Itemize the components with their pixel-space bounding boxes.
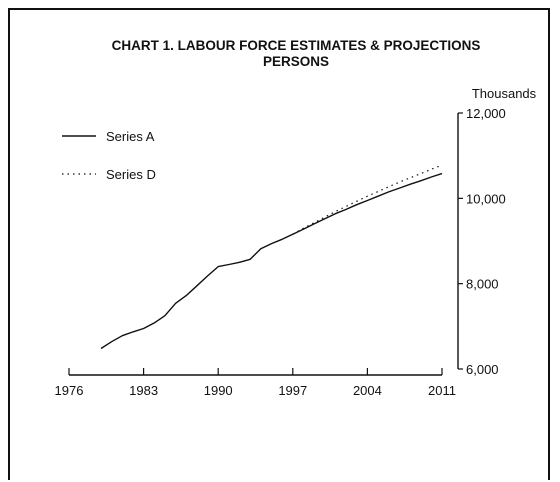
y-tick-label: 8,000 bbox=[466, 277, 499, 292]
chart-subtitle: PERSONS bbox=[263, 54, 329, 69]
x-tick-label: 2004 bbox=[353, 383, 382, 398]
axes: 1976 1983 1990 1997 2004 2011 6,000 8,000 10,000… bbox=[55, 106, 506, 398]
legend: Series A Series D bbox=[62, 129, 156, 182]
y-tick-label: 6,000 bbox=[466, 362, 499, 377]
legend-label-series-a: Series A bbox=[106, 129, 155, 144]
legend-label-series-d: Series D bbox=[106, 167, 156, 182]
series-layer bbox=[100, 164, 443, 350]
x-tick-label: 1983 bbox=[129, 383, 158, 398]
x-tick-label: 1976 bbox=[55, 383, 84, 398]
x-tick-label: 1997 bbox=[278, 383, 307, 398]
x-tick-label: 1990 bbox=[204, 383, 233, 398]
y-axis-label: Thousands bbox=[472, 86, 537, 101]
x-tick-label: 2011 bbox=[428, 383, 456, 398]
chart-title: CHART 1. LABOUR FORCE ESTIMATES & PROJEC… bbox=[112, 38, 481, 53]
chart-frame bbox=[8, 8, 550, 480]
series-line-series-a bbox=[100, 172, 443, 350]
y-tick-label: 10,000 bbox=[466, 191, 506, 206]
y-tick-label: 12,000 bbox=[466, 106, 506, 121]
series-line-series-d bbox=[292, 164, 443, 235]
